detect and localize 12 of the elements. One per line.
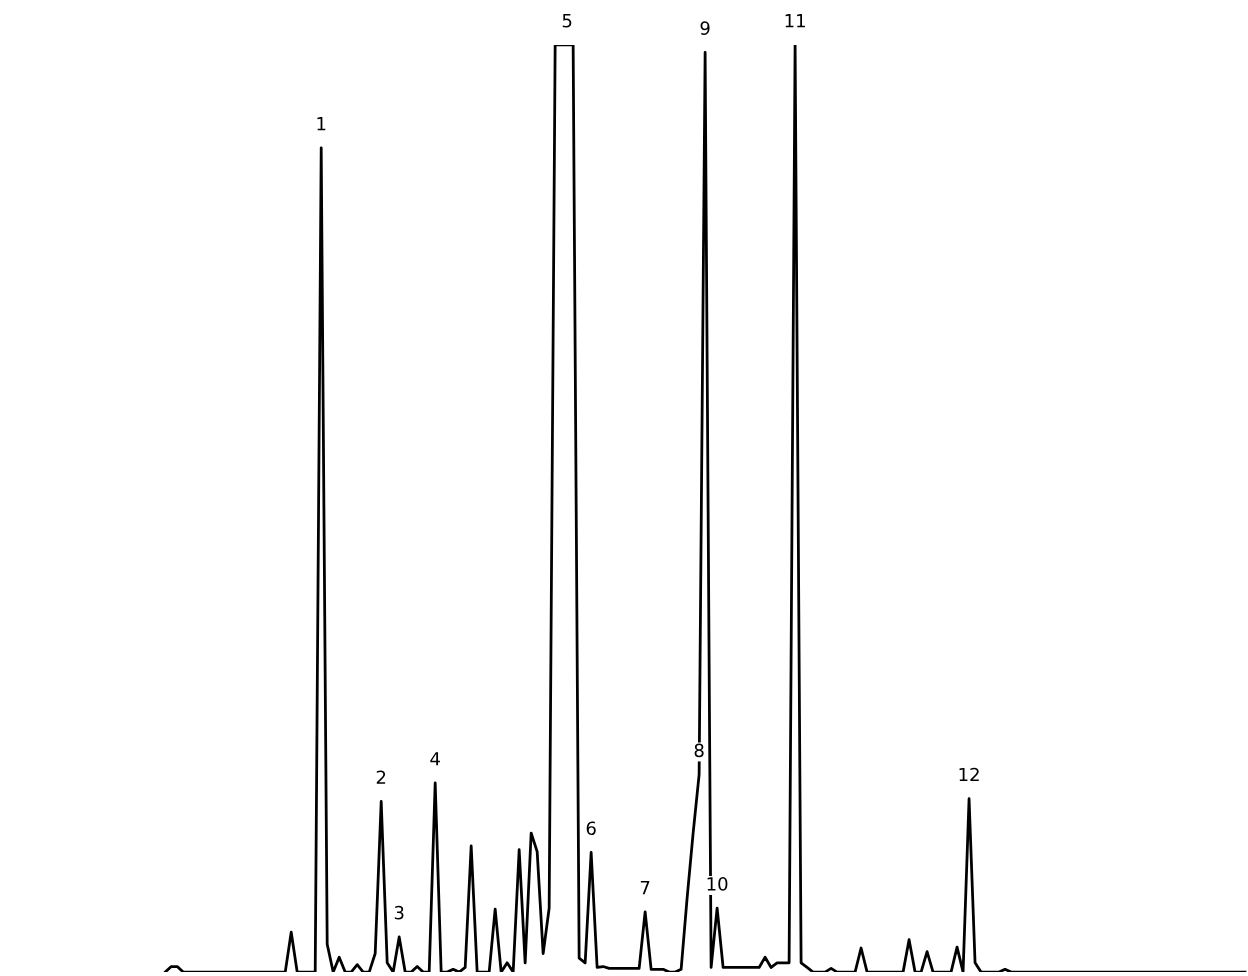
x-tick-label: 7 bbox=[640, 881, 650, 895]
x-tick-label: 9 bbox=[700, 21, 710, 35]
x-tick-label: 11 bbox=[785, 14, 805, 28]
x-tick-label: 8 bbox=[694, 743, 704, 758]
x-tick-label: 10 bbox=[707, 877, 728, 891]
x-tick-label: 6 bbox=[586, 821, 596, 836]
x-tick-label: 12 bbox=[959, 767, 979, 782]
x-tick-label: 4 bbox=[430, 752, 440, 766]
x-tick-label: 5 bbox=[562, 14, 572, 28]
x-tick-label: 2 bbox=[376, 770, 386, 784]
x-tick-label: 1 bbox=[317, 117, 326, 131]
x-tick-label: 3 bbox=[394, 905, 404, 920]
